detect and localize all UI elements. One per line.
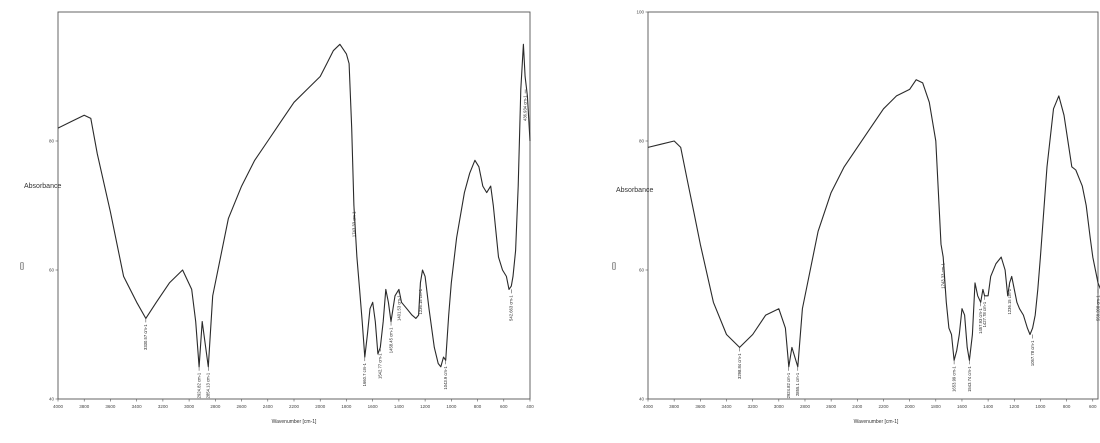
peak-label: 1427.78 cm-1 — [982, 301, 987, 327]
peak-label: 1401.53 cm-1 — [396, 295, 401, 321]
x-tick-label: 2000 — [315, 404, 326, 409]
x-tick-label: 800 — [474, 404, 482, 409]
x-tick-label: 1800 — [931, 404, 942, 409]
x-tick-label: 2600 — [826, 404, 837, 409]
x-tick-label: 1600 — [957, 404, 968, 409]
y-ticks: 40 60 80 — [49, 139, 58, 402]
peak-label: 542.663 cm-1 — [509, 295, 514, 321]
x-axis-label: Wavenumber [cm-1] — [272, 419, 317, 425]
x-tick-label: 2000 — [905, 404, 916, 409]
x-tick-label: 1600 — [368, 404, 379, 409]
y-tick-label: 80 — [639, 139, 645, 144]
spectrum-panel-right: Absorbance [] Wavenumber [cm-1] 4000 3800… — [612, 10, 1100, 425]
x-tick-label: 2200 — [289, 404, 300, 409]
peak-label: 1458.45 cm-1 — [388, 327, 393, 353]
x-tick-label: 2800 — [210, 404, 221, 409]
x-tick-label: 800 — [1063, 404, 1071, 409]
plot-frame — [57, 11, 531, 400]
x-tick-label: 3200 — [748, 404, 759, 409]
x-tick-label: 1000 — [1035, 404, 1046, 409]
plot-frame — [647, 11, 1099, 400]
peak-label: 559.208 cm-1 — [1095, 295, 1100, 321]
x-tick-label: 2600 — [237, 404, 248, 409]
x-tick-label: 1400 — [394, 404, 405, 409]
x-axis-label: Wavenumber [cm-1] — [854, 419, 899, 425]
x-ticks: 4000 3800 3600 3400 3200 3000 2800 2600 2400 2200… — [53, 399, 534, 409]
x-tick-label: 2200 — [878, 404, 889, 409]
x-tick-label: 600 — [500, 404, 508, 409]
y-tick-label: 100 — [636, 10, 644, 15]
y-tick-label: 80 — [49, 139, 55, 144]
x-tick-label: 3800 — [79, 404, 90, 409]
spectrum-panel-left: Absorbance [] Wavenumber [cm-1] 4000 3800… — [20, 11, 534, 425]
x-tick-label: 1200 — [420, 404, 431, 409]
peak-label: 2924.82 cm-1 — [786, 372, 791, 398]
y-axis-label: Absorbance — [616, 187, 653, 194]
x-tick-label: 400 — [526, 404, 534, 409]
y-axis-label: Absorbance — [24, 183, 61, 190]
x-tick-label: 2800 — [800, 404, 811, 409]
x-tick-label: 1800 — [341, 404, 352, 409]
peak-label: 1543.74 cm-1 — [967, 366, 972, 392]
x-tick-label: 3000 — [774, 404, 785, 409]
peak-label: 1236.15 cm-1 — [418, 288, 423, 314]
y-tick-label: 40 — [49, 397, 55, 402]
x-tick-label: 3600 — [695, 404, 706, 409]
y-tick-label: 60 — [639, 268, 645, 273]
peak-annotations: 3298.84 cm-1 2924.82 cm-1 2855.1 cm-1 1743.… — [737, 257, 1100, 398]
x-tick-label: 3600 — [105, 404, 116, 409]
peak-label: 1653.99 cm-1 — [952, 366, 957, 392]
peak-label: 1743.33 cm-1 — [351, 211, 356, 237]
peak-label: 1542.77 cm-1 — [378, 353, 383, 379]
peak-label: 436.934 cm-1 — [523, 95, 528, 121]
x-tick-label: 1000 — [446, 404, 457, 409]
x-tick-label: 2400 — [263, 404, 274, 409]
x-tick-label: 3200 — [158, 404, 169, 409]
peak-label: 2854.13 cm-1 — [206, 372, 211, 398]
peak-label: 1043.9 cm-1 — [443, 366, 448, 390]
spectrum-line — [647, 79, 1100, 368]
peak-label: 3298.84 cm-1 — [737, 353, 742, 379]
y-axis-unit: [] — [612, 263, 616, 270]
spectrum-line — [57, 43, 531, 368]
peak-label: 1236.15 cm-1 — [1007, 288, 1012, 314]
x-tick-label: 1200 — [1009, 404, 1020, 409]
x-tick-label: 3400 — [721, 404, 732, 409]
peak-annotations: 3330.57 cm-1 2924.82 cm-1 2854.13 cm-1 1743… — [143, 89, 528, 398]
peak-label: 3330.57 cm-1 — [143, 324, 148, 350]
x-tick-label: 1400 — [983, 404, 994, 409]
x-tick-label: 3800 — [669, 404, 680, 409]
peak-label: 1057.78 cm-1 — [1030, 340, 1035, 366]
peak-label: 1743.33 cm-1 — [941, 262, 946, 288]
x-tick-label: 600 — [1089, 404, 1097, 409]
peak-label: 1660.7 cm-1 — [362, 362, 367, 386]
x-tick-label: 3000 — [184, 404, 195, 409]
peak-label: 1457.93 cm-1 — [978, 308, 983, 334]
y-ticks: 40 60 80 100 — [636, 10, 648, 402]
x-tick-label: 2400 — [852, 404, 863, 409]
peak-label: 2924.82 cm-1 — [196, 372, 201, 398]
y-tick-label: 60 — [49, 268, 55, 273]
x-tick-label: 4000 — [643, 404, 654, 409]
x-tick-label: 3400 — [132, 404, 143, 409]
x-tick-label: 4000 — [53, 404, 64, 409]
y-tick-label: 40 — [639, 397, 645, 402]
peak-label: 2855.1 cm-1 — [795, 372, 800, 396]
x-ticks: 4000 3800 3600 3400 3200 3000 2800 2600 2400 2200… — [643, 399, 1097, 409]
y-axis-unit: [] — [20, 263, 24, 270]
